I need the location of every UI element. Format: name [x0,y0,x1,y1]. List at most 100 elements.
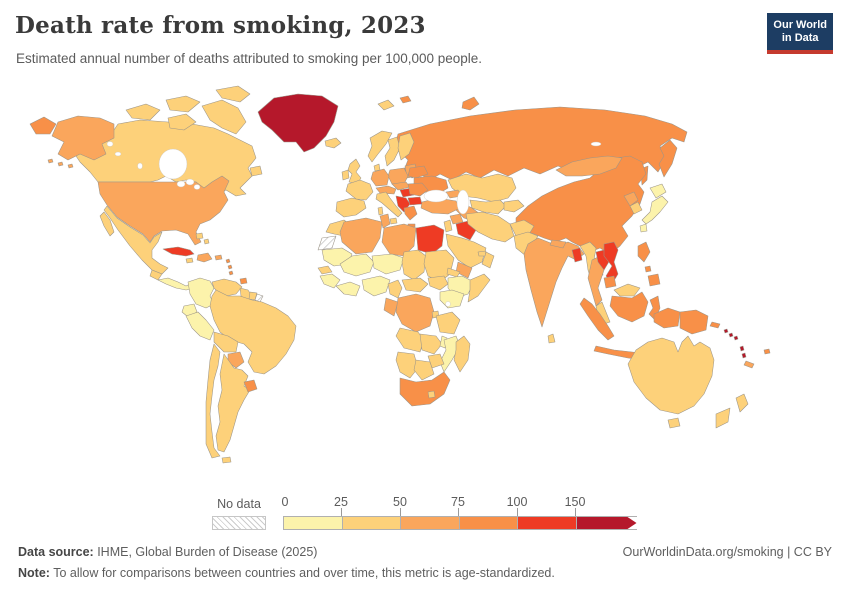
country-colombia[interactable] [187,277,215,309]
legend-bin-75-100[interactable] [459,517,518,529]
country-israel-jordan[interactable] [443,219,453,233]
attribution-link[interactable]: OurWorldinData.org/smoking | CC BY [622,545,832,559]
country-new-caledonia[interactable] [743,360,755,369]
country-hispaniola[interactable] [196,252,213,263]
country-indonesia-sumatra[interactable] [579,297,615,341]
country-bulgaria[interactable] [407,196,423,206]
country-argentina[interactable] [215,353,251,453]
country-angola[interactable] [395,327,425,353]
country-madagascar[interactable] [453,335,471,373]
country-ireland[interactable] [341,169,350,181]
country-uae[interactable] [477,250,487,257]
country-kyrgyzstan-tajikistan[interactable] [503,199,525,213]
country-new-zealand-north[interactable] [735,393,749,413]
country-philippines-luzon[interactable] [637,241,651,263]
country-denmark[interactable] [373,163,381,172]
country-mongolia[interactable] [555,155,623,177]
country-somalia[interactable] [467,273,491,303]
country-png[interactable] [679,309,709,335]
country-germany[interactable] [370,168,390,187]
country-car[interactable] [401,277,429,293]
country-ivory-coast-ghana[interactable] [335,281,361,297]
country-canada-island1[interactable] [125,103,161,121]
country-jamaica[interactable] [185,257,194,264]
country-bolivia[interactable] [213,331,239,353]
legend-bin-150-plus[interactable] [576,517,637,529]
country-spain[interactable] [335,197,367,218]
country-canada-newfoundland[interactable] [249,165,263,177]
country-canada-island3[interactable] [167,113,197,131]
country-nigeria[interactable] [361,275,391,297]
country-canada-ellesmere[interactable] [215,85,251,103]
country-mali[interactable] [339,253,375,277]
country-tunisia[interactable] [379,213,391,229]
country-chile[interactable] [205,343,221,459]
country-bahamas[interactable] [195,232,210,245]
country-zambia[interactable] [419,333,443,355]
country-japan-hokkaido[interactable] [649,183,667,199]
country-western-sahara[interactable] [317,235,337,251]
country-usa-alaska[interactable] [51,115,115,161]
legend-bin-25-50[interactable] [342,517,401,529]
country-new-zealand-south[interactable] [715,407,731,429]
country-vietnam[interactable] [603,241,619,285]
country-mozambique[interactable] [439,335,461,373]
country-iceland[interactable] [324,137,342,149]
country-trinidad[interactable] [239,277,248,285]
country-cameroon[interactable] [387,279,403,299]
country-russia-kamchatka[interactable] [658,139,678,178]
country-norway[interactable] [367,130,393,163]
country-lesotho[interactable] [427,390,436,399]
country-nepal[interactable] [549,239,567,249]
country-cuba[interactable] [162,246,195,257]
country-russia-chukotka[interactable] [29,116,57,135]
country-philippines-mindanao[interactable] [647,273,661,287]
country-italy-sardinia[interactable] [377,206,384,216]
country-australia-tasmania[interactable] [667,417,681,429]
country-uruguay[interactable] [243,379,258,393]
legend-bin-0-25[interactable] [284,517,343,529]
country-lesser-antilles[interactable] [225,258,234,276]
country-usa-aleutians[interactable] [47,158,74,169]
country-canada-baffin[interactable] [201,99,247,135]
country-norway-svalbard[interactable] [377,99,395,111]
country-indonesia-papua[interactable] [653,307,681,329]
country-saudi-arabia[interactable] [445,233,487,269]
country-puerto-rico[interactable] [214,254,223,261]
country-belarus[interactable] [407,165,429,179]
country-italy-sicily[interactable] [389,217,398,225]
country-indonesia-borneo[interactable] [609,291,649,323]
country-south-africa[interactable] [399,371,451,407]
country-russia-novaya-zemlya[interactable] [461,96,480,111]
no-data-swatch[interactable] [212,516,266,530]
country-canada-island2[interactable] [165,95,201,113]
country-north-korea[interactable] [623,191,639,207]
country-greece[interactable] [403,205,418,221]
country-yemen[interactable] [455,261,473,279]
country-france[interactable] [345,179,374,201]
country-peru[interactable] [185,311,215,341]
country-mexico[interactable] [103,205,169,275]
country-south-korea[interactable] [629,201,643,215]
country-south-sudan[interactable] [427,275,449,291]
country-guinea[interactable] [319,273,341,289]
country-usa[interactable] [97,175,230,246]
country-cambodia[interactable] [603,275,617,289]
country-botswana[interactable] [413,359,435,381]
country-libya[interactable] [381,223,417,257]
country-australia[interactable] [627,335,715,415]
legend-bin-100-150[interactable] [518,517,577,529]
country-switzerland-austria[interactable] [375,185,397,195]
country-bangladesh[interactable] [571,247,583,263]
country-drc[interactable] [395,293,435,333]
country-japan-kyushu[interactable] [639,223,648,233]
country-namibia[interactable] [395,351,419,379]
country-sweden[interactable] [384,136,401,167]
country-malaysia-borneo[interactable] [613,283,641,297]
country-poland[interactable] [387,167,409,185]
country-finland[interactable] [397,132,415,161]
country-sri-lanka[interactable] [547,333,556,344]
country-tanzania[interactable] [435,311,461,335]
legend-bin-50-75[interactable] [401,517,460,529]
country-uzbekistan[interactable] [469,199,507,215]
